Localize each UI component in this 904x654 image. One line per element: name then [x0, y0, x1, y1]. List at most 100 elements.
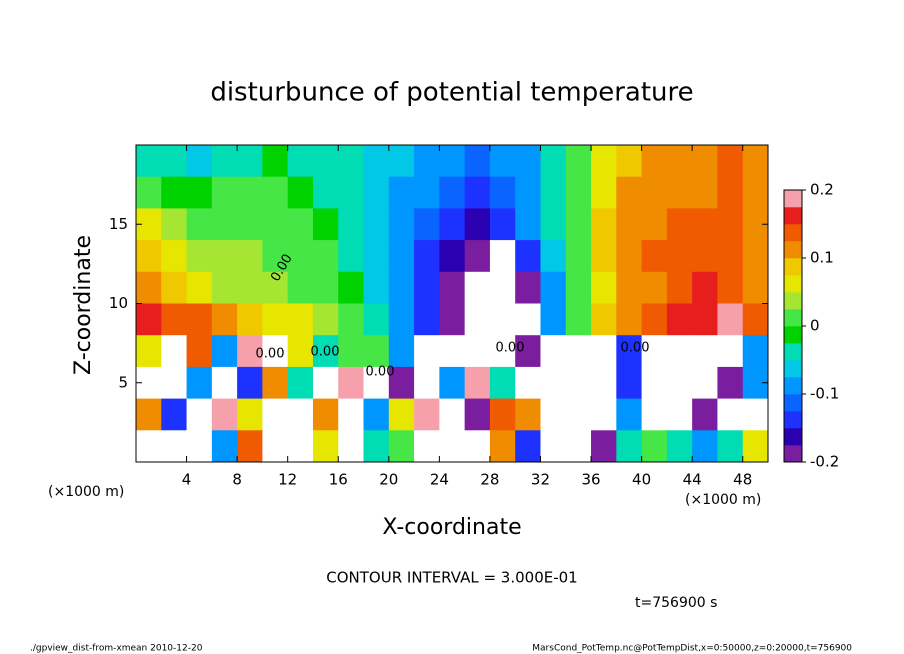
- heatmap-cell: [439, 240, 466, 273]
- heatmap-cell: [717, 145, 744, 178]
- heatmap-cell: [641, 176, 668, 209]
- heatmap-cell: [616, 398, 643, 431]
- heatmap-cell: [161, 303, 188, 336]
- heatmap-cell: [211, 303, 238, 336]
- heatmap-cell: [338, 366, 365, 400]
- heatmap-cell: [540, 208, 567, 241]
- heatmap-cell: [692, 271, 718, 304]
- heatmap-cell: [540, 430, 567, 463]
- heatmap-cell: [692, 145, 718, 178]
- heatmap-cell: [692, 176, 718, 209]
- heatmap-cell: [186, 398, 213, 431]
- colorbar-tick-label: 0.2: [810, 181, 834, 199]
- heatmap-cell: [641, 145, 668, 178]
- heatmap-cell: [211, 145, 238, 178]
- heatmap-cell: [641, 398, 668, 431]
- heatmap-cell: [489, 176, 516, 209]
- heatmap-cell: [616, 240, 643, 273]
- heatmap-cell: [414, 398, 440, 431]
- heatmap-cell: [363, 208, 390, 241]
- heatmap-cell: [136, 145, 162, 178]
- heatmap-cell: [338, 398, 365, 431]
- heatmap-cell: [515, 145, 541, 178]
- heatmap-cell: [464, 176, 491, 209]
- heatmap: [136, 145, 769, 463]
- heatmap-cell: [666, 430, 693, 463]
- heatmap-cell: [312, 303, 339, 336]
- heatmap-cell: [414, 176, 440, 209]
- heatmap-cell: [666, 145, 693, 178]
- x-axis-label: X-coordinate: [382, 515, 521, 540]
- heatmap-cell: [312, 335, 339, 368]
- heatmap-cell: [591, 303, 617, 336]
- heatmap-cell: [287, 303, 314, 336]
- colorbar-cell: [784, 377, 802, 395]
- colorbar-cell: [784, 394, 802, 412]
- heatmap-cell: [692, 208, 718, 241]
- heatmap-cell: [287, 271, 314, 304]
- heatmap-cell: [464, 398, 491, 431]
- heatmap-cell: [363, 303, 390, 336]
- heatmap-cell: [312, 366, 339, 400]
- heatmap-cell: [287, 208, 314, 241]
- heatmap-cell: [186, 430, 213, 463]
- heatmap-cell: [591, 430, 617, 463]
- heatmap-cell: [414, 271, 440, 304]
- footer-left: ./gpview_dist-from-xmean 2010-12-20: [30, 644, 203, 654]
- contour-interval: CONTOUR INTERVAL = 3.000E-01: [326, 569, 577, 587]
- colorbar-cell: [784, 224, 802, 242]
- heatmap-cell: [262, 335, 289, 368]
- x-tick-label: 28: [480, 471, 499, 489]
- heatmap-cell: [641, 430, 668, 463]
- heatmap-cell: [161, 240, 188, 273]
- colorbar-cell: [784, 292, 802, 310]
- heatmap-cell: [186, 145, 213, 178]
- heatmap-cell: [515, 303, 541, 336]
- heatmap-cell: [666, 176, 693, 209]
- x-tick-label: 32: [531, 471, 550, 489]
- heatmap-cell: [312, 176, 339, 209]
- heatmap-cell: [363, 240, 390, 273]
- colorbar-cell: [784, 445, 802, 463]
- heatmap-cell: [439, 176, 466, 209]
- heatmap-cell: [186, 366, 213, 400]
- heatmap-cell: [136, 335, 162, 368]
- heatmap-cell: [565, 366, 592, 400]
- heatmap-cell: [540, 176, 567, 209]
- heatmap-cell: [515, 271, 541, 304]
- heatmap-cell: [540, 335, 567, 368]
- heatmap-cell: [666, 366, 693, 400]
- heatmap-cell: [211, 335, 238, 368]
- heatmap-cell: [388, 240, 415, 273]
- heatmap-cell: [489, 398, 516, 431]
- x-tick-label: 36: [581, 471, 600, 489]
- heatmap-cell: [717, 271, 744, 304]
- heatmap-cell: [338, 335, 365, 368]
- heatmap-cell: [186, 335, 213, 368]
- colorbar-cell: [784, 411, 802, 429]
- heatmap-cell: [161, 366, 188, 400]
- x-tick-label: 48: [733, 471, 752, 489]
- heatmap-cell: [464, 145, 491, 178]
- heatmap-cell: [717, 335, 744, 368]
- heatmap-cell: [666, 335, 693, 368]
- heatmap-cell: [186, 240, 213, 273]
- heatmap-cell: [363, 430, 390, 463]
- heatmap-cell: [565, 398, 592, 431]
- heatmap-cell: [591, 145, 617, 178]
- heatmap-cell: [388, 366, 415, 400]
- heatmap-cell: [312, 240, 339, 273]
- colorbar-cell: [784, 190, 802, 208]
- heatmap-cell: [515, 430, 541, 463]
- heatmap-cell: [237, 366, 263, 400]
- heatmap-cell: [616, 303, 643, 336]
- colorbar-tick-label: -0.2: [810, 453, 839, 471]
- heatmap-cell: [338, 430, 365, 463]
- heatmap-cell: [742, 240, 769, 273]
- y-tick-label: 15: [109, 215, 128, 233]
- heatmap-cell: [489, 335, 516, 368]
- heatmap-cell: [641, 303, 668, 336]
- heatmap-cell: [515, 176, 541, 209]
- y-unit-label: (×1000 m): [48, 484, 124, 500]
- heatmap-cell: [439, 430, 466, 463]
